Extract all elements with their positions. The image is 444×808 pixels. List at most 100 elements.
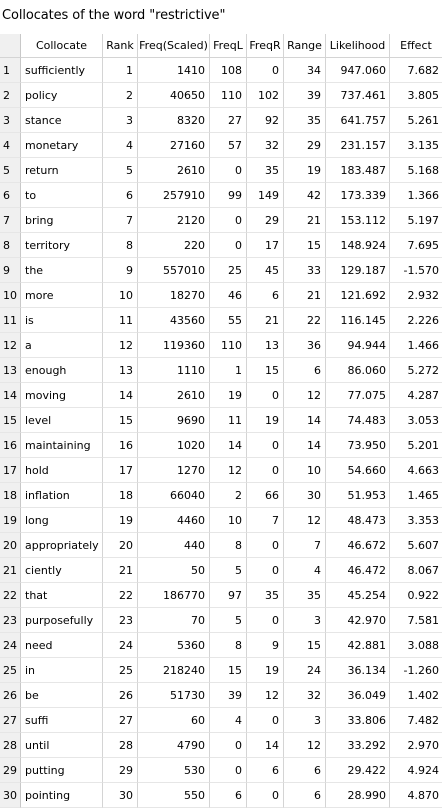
table-row[interactable]: 8 territory 8 220 0 17 15 148.924 7.695 — [0, 233, 442, 258]
cell-range: 14 — [284, 408, 326, 433]
row-number-header — [0, 34, 21, 58]
table-row[interactable]: 30 pointing 30 550 6 0 6 28.990 4.870 — [0, 783, 442, 808]
column-header-freq-scaled[interactable]: Freq(Scaled) — [138, 34, 210, 58]
table-row[interactable]: 3 stance 3 8320 27 92 35 641.757 5.261 — [0, 108, 442, 133]
table-row[interactable]: 27 suffi 27 60 4 0 3 33.806 7.482 — [0, 708, 442, 733]
cell-rank: 10 — [103, 283, 138, 308]
table-row[interactable]: 25 in 25 218240 15 19 24 36.134 -1.260 — [0, 658, 442, 683]
table-row[interactable]: 17 hold 17 1270 12 0 10 54.660 4.663 — [0, 458, 442, 483]
cell-likelihood: 129.187 — [326, 258, 390, 283]
cell-rank: 4 — [103, 133, 138, 158]
cell-freq-r: 0 — [247, 383, 284, 408]
row-number: 26 — [0, 683, 21, 708]
cell-effect: 2.932 — [390, 283, 442, 308]
row-number: 6 — [0, 183, 21, 208]
table-row[interactable]: 20 appropriately 20 440 8 0 7 46.672 5.6… — [0, 533, 442, 558]
cell-effect: 5.197 — [390, 208, 442, 233]
cell-effect: 7.695 — [390, 233, 442, 258]
cell-freq-l: 5 — [210, 558, 247, 583]
table-row[interactable]: 14 moving 14 2610 19 0 12 77.075 4.287 — [0, 383, 442, 408]
table-row[interactable]: 29 putting 29 530 0 6 6 29.422 4.924 — [0, 758, 442, 783]
cell-collocate: bring — [21, 208, 103, 233]
column-header-rank[interactable]: Rank — [103, 34, 138, 58]
row-number: 15 — [0, 408, 21, 433]
table-row[interactable]: 19 long 19 4460 10 7 12 48.473 3.353 — [0, 508, 442, 533]
cell-freq-r: 21 — [247, 308, 284, 333]
cell-freq-l: 19 — [210, 383, 247, 408]
cell-likelihood: 33.806 — [326, 708, 390, 733]
row-number: 22 — [0, 583, 21, 608]
cell-range: 6 — [284, 783, 326, 808]
column-header-effect[interactable]: Effect — [390, 34, 442, 58]
table-row[interactable]: 7 bring 7 2120 0 29 21 153.112 5.197 — [0, 208, 442, 233]
row-number: 25 — [0, 658, 21, 683]
cell-freq-r: 102 — [247, 83, 284, 108]
cell-freq-r: 149 — [247, 183, 284, 208]
column-header-freq-l[interactable]: FreqL — [210, 34, 247, 58]
table-row[interactable]: 11 is 11 43560 55 21 22 116.145 2.226 — [0, 308, 442, 333]
cell-collocate: be — [21, 683, 103, 708]
cell-collocate: hold — [21, 458, 103, 483]
cell-collocate: inflation — [21, 483, 103, 508]
cell-freq-scaled: 440 — [138, 533, 210, 558]
cell-rank: 23 — [103, 608, 138, 633]
table-row[interactable]: 9 the 9 557010 25 45 33 129.187 -1.570 — [0, 258, 442, 283]
cell-rank: 29 — [103, 758, 138, 783]
cell-freq-scaled: 550 — [138, 783, 210, 808]
cell-freq-r: 7 — [247, 508, 284, 533]
table-row[interactable]: 15 level 15 9690 11 19 14 74.483 3.053 — [0, 408, 442, 433]
column-header-freq-r[interactable]: FreqR — [247, 34, 284, 58]
column-header-range[interactable]: Range — [284, 34, 326, 58]
table-row[interactable]: 23 purposefully 23 70 5 0 3 42.970 7.581 — [0, 608, 442, 633]
cell-freq-r: 45 — [247, 258, 284, 283]
cell-freq-l: 0 — [210, 208, 247, 233]
cell-freq-scaled: 186770 — [138, 583, 210, 608]
table-row[interactable]: 12 a 12 119360 110 13 36 94.944 1.466 — [0, 333, 442, 358]
cell-rank: 17 — [103, 458, 138, 483]
cell-collocate: enough — [21, 358, 103, 383]
cell-freq-l: 0 — [210, 158, 247, 183]
table-row[interactable]: 24 need 24 5360 8 9 15 42.881 3.088 — [0, 633, 442, 658]
table-row[interactable]: 21 ciently 21 50 5 0 4 46.472 8.067 — [0, 558, 442, 583]
cell-effect: 5.201 — [390, 433, 442, 458]
table-row[interactable]: 13 enough 13 1110 1 15 6 86.060 5.272 — [0, 358, 442, 383]
cell-rank: 20 — [103, 533, 138, 558]
cell-collocate: the — [21, 258, 103, 283]
cell-collocate: maintaining — [21, 433, 103, 458]
cell-likelihood: 74.483 — [326, 408, 390, 433]
cell-rank: 27 — [103, 708, 138, 733]
cell-freq-l: 57 — [210, 133, 247, 158]
cell-freq-r: 32 — [247, 133, 284, 158]
cell-effect: 5.607 — [390, 533, 442, 558]
table-row[interactable]: 28 until 28 4790 0 14 12 33.292 2.970 — [0, 733, 442, 758]
table-row[interactable]: 10 more 10 18270 46 6 21 121.692 2.932 — [0, 283, 442, 308]
cell-freq-r: 66 — [247, 483, 284, 508]
cell-effect: 4.870 — [390, 783, 442, 808]
cell-freq-scaled: 66040 — [138, 483, 210, 508]
table-row[interactable]: 2 policy 2 40650 110 102 39 737.461 3.80… — [0, 83, 442, 108]
column-header-likelihood[interactable]: Likelihood — [326, 34, 390, 58]
row-number: 1 — [0, 58, 21, 83]
table-row[interactable]: 18 inflation 18 66040 2 66 30 51.953 1.4… — [0, 483, 442, 508]
cell-range: 22 — [284, 308, 326, 333]
cell-effect: 7.581 — [390, 608, 442, 633]
cell-freq-r: 9 — [247, 633, 284, 658]
cell-range: 33 — [284, 258, 326, 283]
table-row[interactable]: 22 that 22 186770 97 35 35 45.254 0.922 — [0, 583, 442, 608]
table-row[interactable]: 6 to 6 257910 99 149 42 173.339 1.366 — [0, 183, 442, 208]
cell-rank: 1 — [103, 58, 138, 83]
row-number: 29 — [0, 758, 21, 783]
cell-range: 15 — [284, 633, 326, 658]
row-number: 21 — [0, 558, 21, 583]
table-row[interactable]: 26 be 26 51730 39 12 32 36.049 1.402 — [0, 683, 442, 708]
table-row[interactable]: 5 return 5 2610 0 35 19 183.487 5.168 — [0, 158, 442, 183]
cell-freq-r: 17 — [247, 233, 284, 258]
table-row[interactable]: 1 sufficiently 1 1410 108 0 34 947.060 7… — [0, 58, 442, 83]
row-number: 20 — [0, 533, 21, 558]
table-row[interactable]: 16 maintaining 16 1020 14 0 14 73.950 5.… — [0, 433, 442, 458]
cell-likelihood: 183.487 — [326, 158, 390, 183]
table-row[interactable]: 4 monetary 4 27160 57 32 29 231.157 3.13… — [0, 133, 442, 158]
cell-range: 32 — [284, 683, 326, 708]
column-header-collocate[interactable]: Collocate — [21, 34, 103, 58]
cell-effect: 1.466 — [390, 333, 442, 358]
